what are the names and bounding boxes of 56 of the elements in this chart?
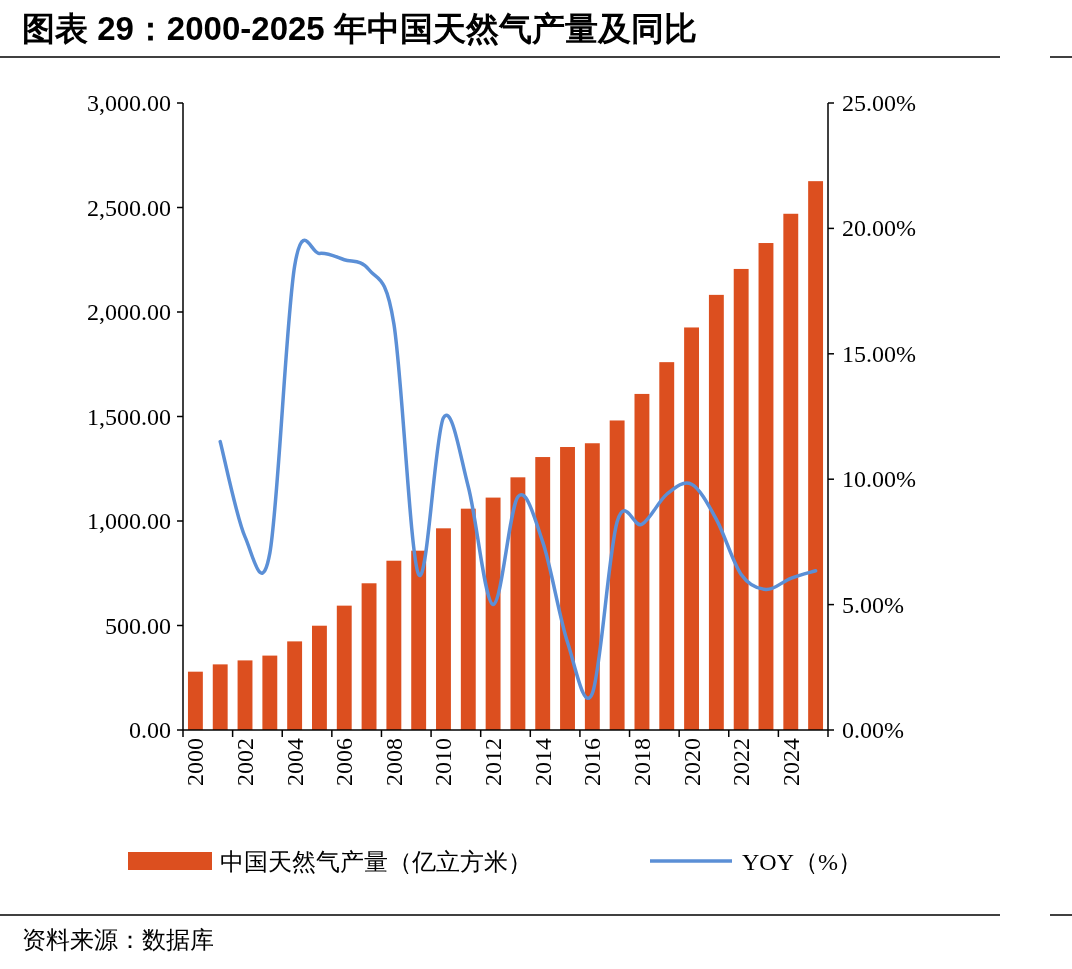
x-tick-label: 2008 <box>380 738 407 786</box>
y-tick-label: 3,000.00 <box>87 90 171 116</box>
bar <box>808 181 824 730</box>
bar <box>411 550 427 730</box>
bar <box>187 671 203 730</box>
x-tick-label: 2016 <box>579 738 606 786</box>
bar <box>212 664 228 730</box>
x-tick-label: 2014 <box>529 738 556 786</box>
bar <box>336 605 352 730</box>
x-tick-label: 2010 <box>430 738 457 786</box>
y2-tick-label: 10.00% <box>842 466 916 493</box>
bar <box>684 327 699 730</box>
y2-tick-label: 5.00% <box>842 591 904 618</box>
bar <box>312 625 327 730</box>
y2-tick-label: 0.00% <box>842 717 904 743</box>
x-tick-label: 2018 <box>628 738 655 786</box>
bar <box>535 457 551 730</box>
y2-tick-label: 25.00% <box>842 90 916 116</box>
bar <box>609 420 625 730</box>
bar <box>634 393 650 730</box>
bar <box>510 477 526 730</box>
bar <box>237 660 253 730</box>
x-tick-label: 2002 <box>232 738 259 786</box>
bar <box>262 655 278 730</box>
bar <box>460 508 476 730</box>
y-tick-label: 1,000.00 <box>87 508 171 534</box>
bar <box>733 268 749 730</box>
bar <box>287 641 303 730</box>
x-tick-label: 2006 <box>331 738 358 786</box>
bar <box>708 294 724 730</box>
y-tick-label: 0.00 <box>129 717 171 743</box>
y-tick-label: 1,500.00 <box>87 403 171 430</box>
legend-label: 中国天然气产量（亿立方米） <box>220 849 532 875</box>
bar <box>758 243 774 730</box>
bar <box>659 362 675 730</box>
x-tick-label: 2000 <box>182 738 209 786</box>
x-tick-label: 2022 <box>728 738 755 786</box>
y-tick-label: 2,500.00 <box>87 194 171 221</box>
y2-tick-label: 15.00% <box>842 340 916 367</box>
bar <box>485 497 501 730</box>
x-tick-label: 2004 <box>281 738 308 786</box>
x-tick-label: 2012 <box>480 738 507 786</box>
chart-title: 图表 29：2000-2025 年中国天然气产量及同比 <box>22 10 697 47</box>
text: 资料来源：数据库 <box>22 926 214 953</box>
y-tick-label: 2,000.00 <box>87 299 171 325</box>
x-tick-label: 2020 <box>678 738 705 786</box>
bar <box>560 447 575 730</box>
bar <box>361 583 377 730</box>
bar <box>783 213 799 730</box>
y2-tick-label: 20.00% <box>842 215 916 242</box>
legend-label: YOY（%） <box>742 849 862 875</box>
y-tick-label: 500.00 <box>105 612 171 639</box>
bar <box>584 443 600 730</box>
bar <box>436 528 451 730</box>
x-tick-label: 2024 <box>777 738 804 786</box>
bar <box>386 560 402 730</box>
